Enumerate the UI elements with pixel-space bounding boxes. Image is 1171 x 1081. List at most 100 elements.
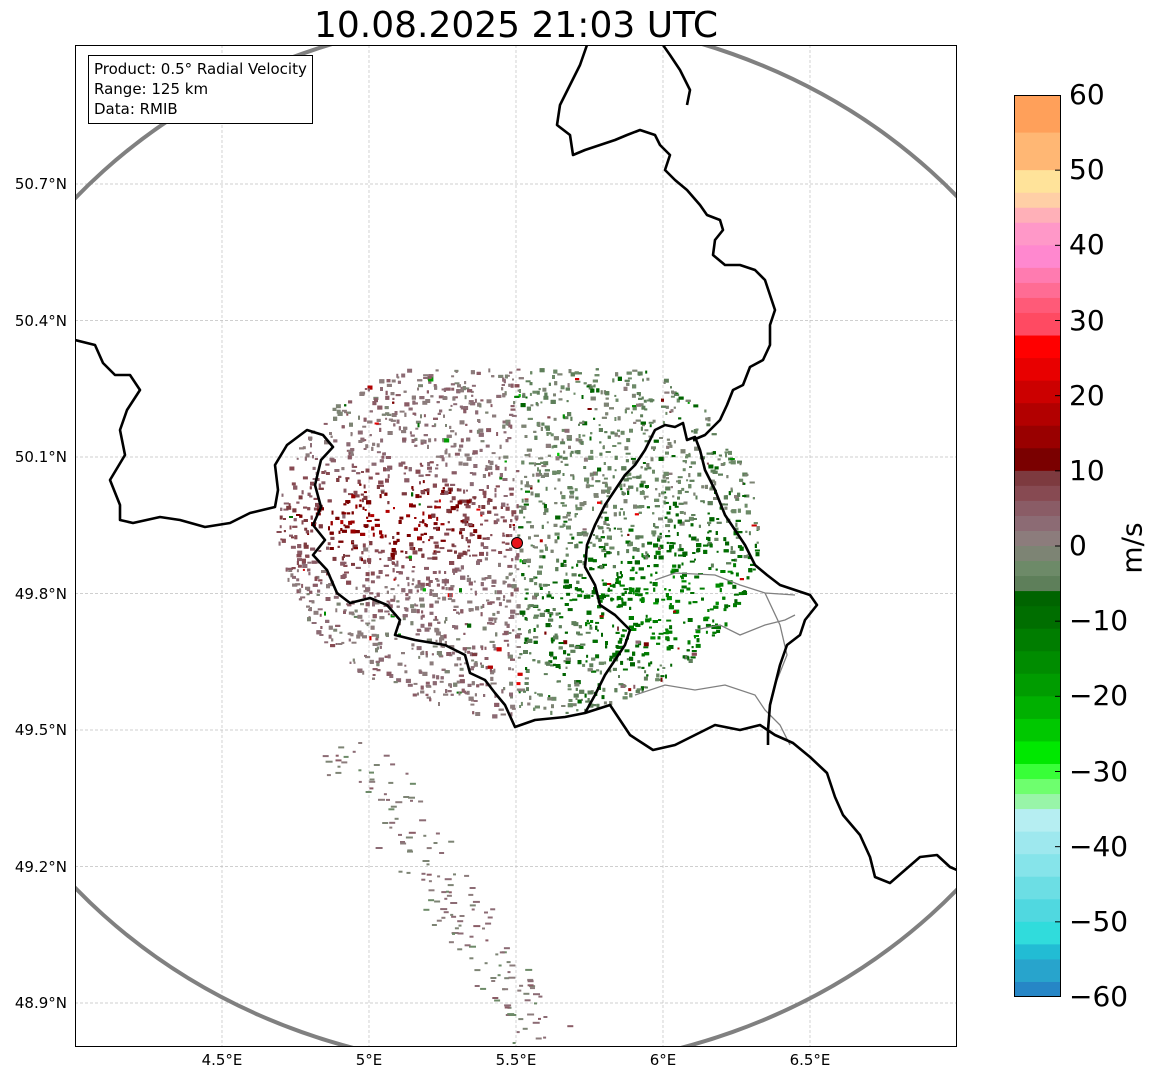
echo-cell xyxy=(735,497,740,501)
echo-cell xyxy=(688,582,691,585)
echo-cell xyxy=(433,417,438,420)
echo-cell xyxy=(404,402,410,407)
echo-cell xyxy=(652,419,656,423)
echo-cell xyxy=(333,416,338,421)
echo-cell xyxy=(458,448,461,451)
echo-cell xyxy=(429,536,434,540)
echo-cell xyxy=(415,604,419,607)
echo-cell xyxy=(467,539,471,544)
echo-cell xyxy=(554,487,557,490)
echo-cell xyxy=(304,527,308,531)
echo-cell xyxy=(328,625,333,630)
echo-cell xyxy=(347,500,349,504)
echo-cell xyxy=(687,640,691,645)
echo-cell xyxy=(444,670,450,674)
echo-cell xyxy=(565,666,568,669)
echo-cell xyxy=(434,505,437,509)
echo-cell xyxy=(490,682,493,685)
echo-cell xyxy=(298,495,303,500)
echo-cell xyxy=(508,487,514,491)
echo-cell xyxy=(432,645,438,648)
echo-cell xyxy=(487,665,493,669)
echo-cell xyxy=(501,387,504,391)
echo-cell xyxy=(633,421,637,424)
echo-cell xyxy=(616,572,619,577)
echo-cell xyxy=(484,467,488,471)
echo-cell xyxy=(525,396,528,399)
echo-cell xyxy=(605,412,609,416)
echo-cell xyxy=(383,564,389,567)
echo-cell xyxy=(428,470,432,473)
echo-cell xyxy=(486,599,490,602)
echo-cell xyxy=(569,644,575,648)
echo-cell xyxy=(507,564,513,568)
echo-cell xyxy=(670,386,672,389)
echo-cell xyxy=(420,623,425,628)
echo-cell xyxy=(742,482,745,485)
echo-cell xyxy=(711,625,717,629)
echo-cell xyxy=(503,555,507,558)
echo-cell xyxy=(396,531,400,535)
echo-cell xyxy=(343,609,347,612)
echo-cell xyxy=(716,521,722,524)
echo-cell xyxy=(325,472,330,475)
echo-cell xyxy=(681,577,684,580)
echo-cell xyxy=(353,615,358,618)
echo-cell xyxy=(420,615,423,620)
echo-cell xyxy=(598,546,603,549)
echo-cell xyxy=(290,545,296,549)
echo-cell xyxy=(478,505,481,508)
echo-cell xyxy=(410,621,414,626)
echo-cell xyxy=(576,709,579,712)
echo-cell xyxy=(626,371,632,375)
echo-cell xyxy=(554,539,558,544)
echo-cell xyxy=(636,587,641,590)
echo-cell xyxy=(587,622,590,625)
echo-cell xyxy=(433,690,436,694)
echo-cell xyxy=(432,674,436,679)
echo-cell xyxy=(424,523,427,527)
echo-cell xyxy=(655,488,658,491)
echo-cell xyxy=(579,439,583,442)
echo-cell xyxy=(452,625,456,628)
echo-cell xyxy=(595,654,600,659)
echo-cell xyxy=(419,462,422,465)
echo-cell xyxy=(627,472,632,476)
echo-cell xyxy=(718,454,722,457)
echo-cell xyxy=(456,611,459,614)
echo-cell xyxy=(589,436,592,441)
echo-cell xyxy=(276,531,282,533)
echo-cell xyxy=(711,634,715,637)
echo-cell xyxy=(520,701,523,706)
echo-cell xyxy=(544,508,549,513)
echo-cell xyxy=(600,500,603,505)
echo-cell xyxy=(449,500,453,503)
echo-cell xyxy=(524,475,528,478)
echo-cell xyxy=(665,674,667,679)
echo-cell xyxy=(508,573,512,576)
echo-cell xyxy=(488,472,491,477)
echo-cell xyxy=(682,655,685,659)
echo-cell xyxy=(472,472,477,476)
echo-cell xyxy=(510,534,513,537)
echo-cell xyxy=(649,424,652,428)
echo-cell xyxy=(709,517,715,522)
echo-cell xyxy=(505,421,509,426)
echo-cell xyxy=(527,702,531,706)
echo-cell xyxy=(596,388,600,393)
echo-cell xyxy=(709,608,714,611)
echo-cell xyxy=(330,459,336,463)
echo-cell xyxy=(589,541,593,544)
echo-cell xyxy=(694,558,696,561)
echo-cell xyxy=(418,548,423,552)
echo-cell xyxy=(533,614,539,617)
echo-cell xyxy=(357,668,363,673)
echo-cell xyxy=(512,629,515,632)
echo-cell xyxy=(409,558,412,561)
echo-cell xyxy=(412,578,415,582)
echo-cell xyxy=(591,477,594,481)
echo-cell xyxy=(569,495,575,499)
echo-cell xyxy=(516,368,521,371)
echo-cell xyxy=(302,564,308,568)
echo-cell xyxy=(433,527,439,530)
